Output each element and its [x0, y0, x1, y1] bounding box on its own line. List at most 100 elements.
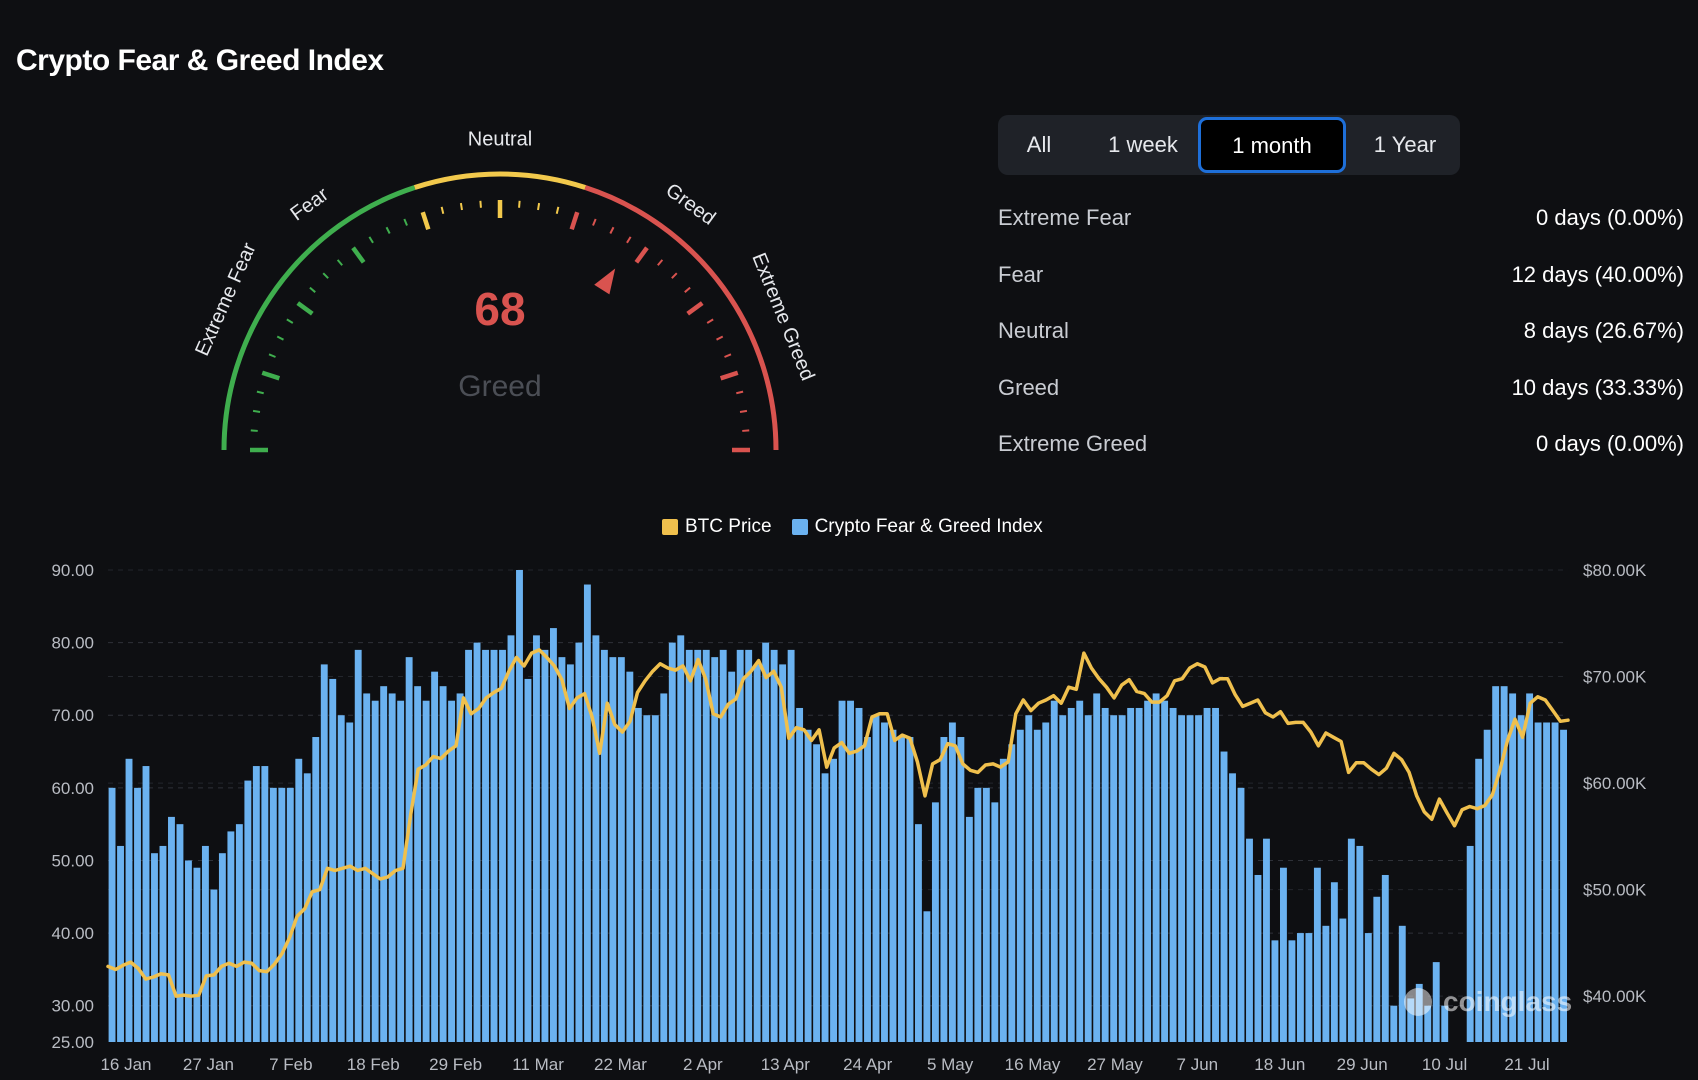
y-right-tick-label: $60.00K — [1583, 774, 1647, 793]
fear-greed-bar — [541, 649, 549, 1042]
y-left-tick-label: 50.00 — [51, 851, 94, 870]
gauge-tick — [420, 211, 431, 231]
fear-greed-bar — [337, 715, 345, 1042]
fear-greed-bar — [1356, 845, 1364, 1042]
fear-greed-bar — [235, 824, 243, 1042]
fear-greed-bar — [702, 649, 710, 1042]
gauge-tick — [440, 206, 445, 214]
gauge-tick — [459, 202, 463, 211]
stat-label: Extreme Fear — [998, 205, 1132, 230]
stat-row-extreme-greed: Extreme Greed 0 days (0.00%) — [998, 423, 1684, 463]
fear-greed-bar — [346, 722, 354, 1042]
fear-greed-bar — [1398, 925, 1406, 1042]
period-all-button[interactable]: All — [1026, 132, 1052, 157]
fear-greed-bar — [1186, 715, 1194, 1042]
fear-greed-bar — [711, 657, 719, 1042]
gauge-tick — [261, 370, 281, 381]
fear-greed-bar — [1042, 722, 1050, 1042]
fear-greed-bar — [1466, 845, 1474, 1042]
gauge-tick — [736, 390, 744, 395]
fear-greed-bar — [931, 802, 939, 1042]
fear-greed-bar — [1305, 933, 1313, 1042]
x-tick-label: 2 Apr — [683, 1055, 723, 1074]
fear-greed-bar — [804, 729, 812, 1042]
fear-greed-bar — [414, 686, 422, 1042]
gauge-pointer — [594, 268, 616, 295]
fear-greed-bar — [1169, 707, 1177, 1042]
x-tick-label: 10 Jul — [1422, 1055, 1467, 1074]
fear-greed-bar — [193, 867, 201, 1042]
fear-greed-bar — [1492, 686, 1500, 1042]
x-tick-label: 11 Mar — [512, 1055, 564, 1074]
y-left-tick-label: 30.00 — [51, 997, 94, 1016]
legend-item-fear-greed[interactable]: Crypto Fear & Greed Index — [791, 516, 1043, 538]
fear-greed-bar — [1560, 729, 1567, 1042]
x-tick-label: 29 Feb — [429, 1055, 482, 1074]
fear-greed-bar — [371, 700, 379, 1042]
fear-greed-bar — [1373, 896, 1381, 1042]
x-tick-label: 29 Jun — [1337, 1055, 1388, 1074]
stat-row-fear: Fear 12 days (40.00%) — [998, 254, 1684, 294]
fear-greed-bar — [1526, 693, 1534, 1042]
fear-greed-bar — [286, 787, 294, 1042]
stat-value: 8 days (26.67%) — [1523, 318, 1684, 343]
fear-greed-bar — [1067, 707, 1075, 1042]
fear-greed-bar — [1033, 729, 1041, 1042]
watermark-logo-icon — [1404, 988, 1432, 1016]
fear-greed-bar — [1509, 693, 1517, 1042]
gauge-tick — [479, 200, 482, 208]
fear-greed-bar — [1016, 729, 1024, 1042]
stat-label: Extreme Greed — [998, 431, 1148, 456]
fear-greed-bar — [1288, 940, 1296, 1042]
fear-greed-bar — [719, 649, 727, 1042]
x-tick-label: 13 Apr — [761, 1055, 810, 1074]
fear-greed-bar — [1110, 715, 1118, 1042]
fear-greed-bar — [855, 707, 863, 1042]
fear-greed-bar — [609, 657, 617, 1042]
x-tick-label: 22 Mar — [594, 1055, 647, 1074]
fear-greed-bar — [1246, 838, 1253, 1042]
x-tick-label: 27 May — [1087, 1055, 1143, 1074]
fear-greed-bar — [269, 787, 277, 1042]
gauge-value: 68 — [474, 283, 525, 335]
fear-greed-bar — [227, 831, 235, 1042]
fear-greed-bar — [1296, 933, 1304, 1042]
fear-greed-bar — [1101, 707, 1109, 1042]
fear-greed-bar — [125, 758, 133, 1042]
fear-greed-bar — [1424, 1005, 1432, 1042]
fear-greed-bar — [218, 853, 226, 1042]
y-right-tick-label: $50.00K — [1583, 881, 1647, 900]
fear-greed-bar — [1390, 1005, 1398, 1042]
fear-greed-bar — [1254, 874, 1262, 1042]
fear-greed-bar — [1059, 715, 1067, 1042]
gauge-tick — [724, 353, 732, 358]
stat-label: Greed — [998, 375, 1060, 400]
gauge-tick — [555, 206, 560, 214]
period-1-month-button[interactable]: 1 month — [1198, 117, 1346, 173]
fear-greed-bar — [210, 889, 218, 1042]
fear-greed-bar — [176, 824, 184, 1042]
legend-item-btc-price[interactable]: BTC Price — [662, 516, 772, 538]
fear-greed-bar — [1322, 925, 1330, 1042]
chart-legend: BTC Price Crypto Fear & Greed Index — [662, 516, 1043, 538]
fear-greed-bar — [617, 657, 625, 1042]
period-1-year-button[interactable]: 1 Year — [1373, 132, 1437, 157]
stat-value: 10 days (33.33%) — [1511, 375, 1684, 400]
fear-greed-bar — [634, 707, 642, 1042]
fear-greed-bar — [1263, 838, 1270, 1042]
gauge-arc-segment — [221, 185, 416, 451]
gauge-arc-segment — [584, 185, 779, 451]
gauge-tick — [286, 318, 294, 324]
fear-greed-bar — [881, 722, 888, 1042]
gauge-tick — [657, 259, 664, 266]
gauge-tick — [252, 409, 261, 413]
gauge-tick — [686, 301, 704, 316]
fear-greed-bar — [1339, 918, 1347, 1042]
y-left-tick-label: 70.00 — [51, 706, 94, 725]
period-1-week-button[interactable]: 1 week — [1108, 132, 1178, 157]
fear-greed-bar — [1220, 751, 1228, 1042]
fear-greed-bar — [422, 700, 430, 1042]
fear-greed-bar — [142, 766, 150, 1042]
fear-greed-bar — [261, 766, 269, 1042]
x-tick-label: 24 Apr — [843, 1055, 892, 1074]
